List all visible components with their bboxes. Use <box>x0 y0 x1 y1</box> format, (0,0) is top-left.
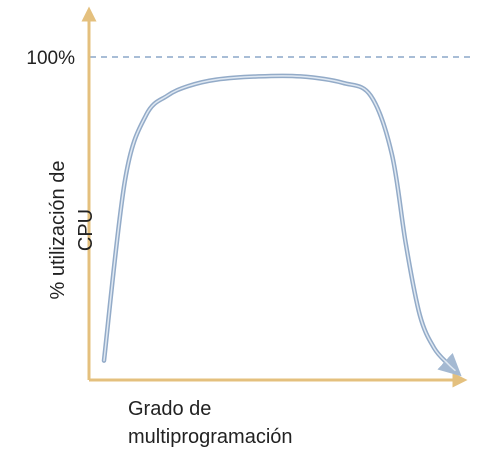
x-axis-title-line-2: multiprogramación <box>128 426 293 448</box>
y-tick-label-100: 100% <box>26 48 75 69</box>
y-axis-title-line-1: % utilización de <box>47 161 69 300</box>
y-axis-title: % utilización de CPU <box>47 161 97 300</box>
series-curve <box>103 75 456 372</box>
y-axis-title-line-2: CPU <box>75 209 97 251</box>
x-axis-title-line-1: Grado de <box>128 398 211 420</box>
